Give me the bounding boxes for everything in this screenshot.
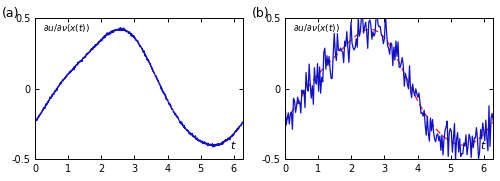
Text: $t$: $t$ <box>480 139 487 151</box>
Text: $\partial u/\partial\nu(x(t))$: $\partial u/\partial\nu(x(t))$ <box>44 22 90 34</box>
Text: $\partial u/\partial\nu(x(t))$: $\partial u/\partial\nu(x(t))$ <box>294 22 341 34</box>
Text: (a): (a) <box>2 7 20 20</box>
Text: (b): (b) <box>252 7 270 20</box>
Text: $t$: $t$ <box>230 139 237 151</box>
